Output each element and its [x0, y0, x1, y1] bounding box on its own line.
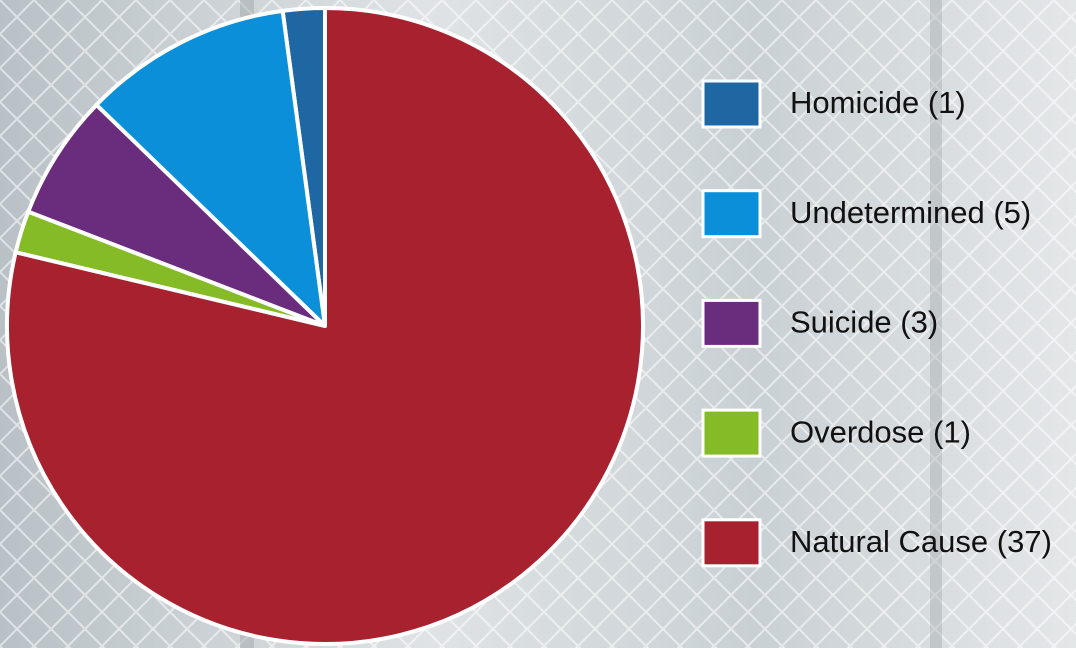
- legend-label: Undetermined (5): [790, 195, 1031, 230]
- pie: [5, 6, 645, 646]
- legend-swatch: [701, 189, 762, 239]
- pie-slice: [26, 102, 327, 328]
- background-post: [930, 0, 942, 648]
- legend-swatch: [701, 518, 762, 568]
- legend-swatch: [701, 79, 762, 129]
- pie-slice: [5, 6, 645, 646]
- legend-label: Natural Cause (37): [790, 524, 1052, 559]
- legend-label: Overdose (1): [790, 414, 971, 449]
- legend: Homicide (1) Undetermined (5) Suicide (3) O…: [701, 79, 1052, 568]
- pie-slice: [94, 8, 327, 328]
- legend-swatch: [701, 298, 762, 348]
- legend-swatch: [701, 408, 762, 458]
- legend-label: Homicide (1): [790, 85, 966, 120]
- legend-label: Suicide (3): [790, 305, 938, 340]
